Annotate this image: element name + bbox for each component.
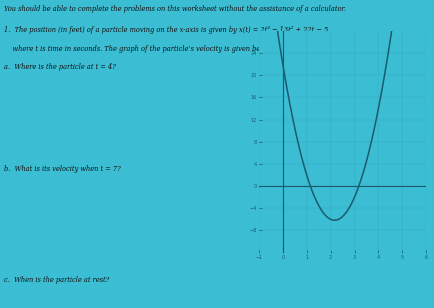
- Text: You should be able to complete the problems on this worksheet without the assist: You should be able to complete the probl…: [4, 5, 345, 13]
- Text: 1.  The position (in feet) of a particle moving on the x-axis is given by x(t) =: 1. The position (in feet) of a particle …: [4, 26, 328, 34]
- Text: b.  What is its velocity when t = 7?: b. What is its velocity when t = 7?: [4, 165, 121, 173]
- Text: a.  Where is the particle at t = 4?: a. Where is the particle at t = 4?: [4, 63, 116, 71]
- Text: where t is time in seconds. The graph of the particle’s velocity is given below.: where t is time in seconds. The graph of…: [4, 45, 273, 53]
- Text: c.  When is the particle at rest?: c. When is the particle at rest?: [4, 276, 109, 284]
